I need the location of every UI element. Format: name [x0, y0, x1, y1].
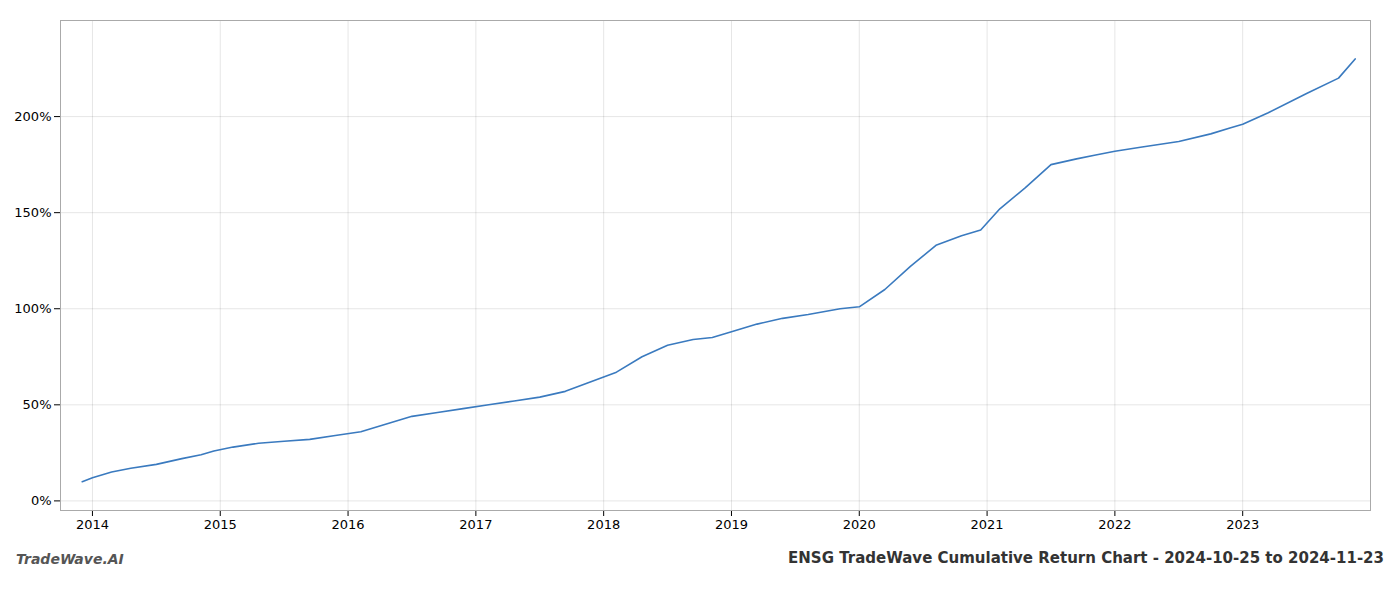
svg-text:50%: 50%: [23, 397, 52, 412]
svg-text:2017: 2017: [459, 517, 492, 532]
svg-text:2023: 2023: [1226, 517, 1259, 532]
html-text:TradeWave.AI: TradeWave.AI: [16, 551, 124, 567]
html-text:ENSG TradeWave Cumulative Retu: ENSG TradeWave Cumulative Return Chart -…: [788, 549, 1384, 567]
svg-text:2020: 2020: [843, 517, 876, 532]
svg-text:2018: 2018: [587, 517, 620, 532]
svg-text:2014: 2014: [76, 517, 109, 532]
svg-text:0%: 0%: [31, 493, 52, 508]
svg-text:2022: 2022: [1098, 517, 1131, 532]
svg-text:2021: 2021: [971, 517, 1004, 532]
svg-text:200%: 200%: [14, 109, 51, 124]
svg-text:100%: 100%: [14, 301, 51, 316]
svg-text:2015: 2015: [204, 517, 237, 532]
svg-text:150%: 150%: [14, 205, 51, 220]
svg-text:2016: 2016: [332, 517, 365, 532]
svg-text:2019: 2019: [715, 517, 748, 532]
